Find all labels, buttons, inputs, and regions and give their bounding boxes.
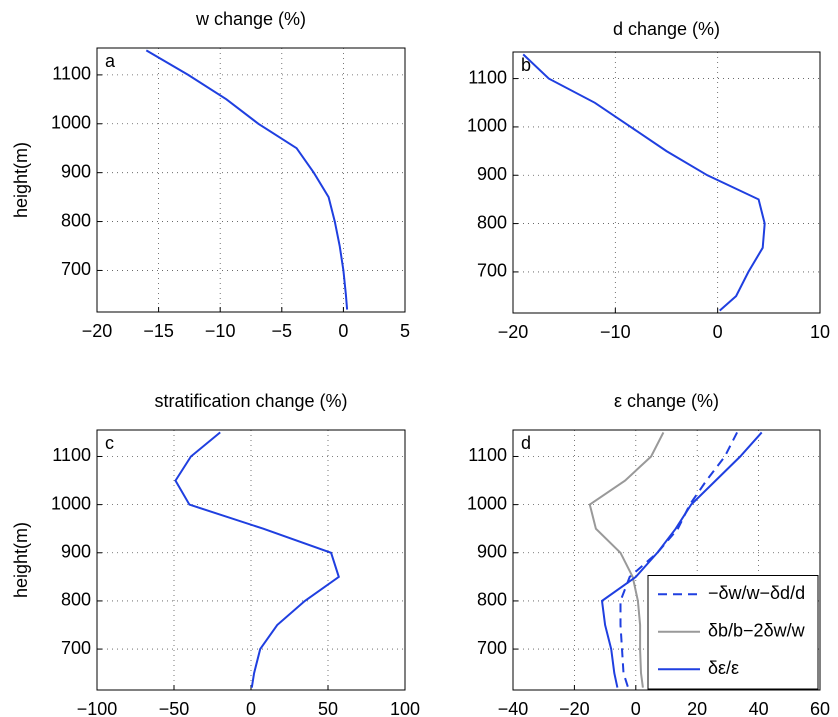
y-tick-label: 1000 bbox=[51, 493, 91, 513]
legend-label: δb/b−2δw/w bbox=[708, 621, 806, 641]
y-axis-label: height(m) bbox=[11, 522, 31, 598]
y-tick-label: 1100 bbox=[52, 64, 91, 84]
y-tick-label: 800 bbox=[61, 210, 91, 230]
y-tick-label: 1100 bbox=[468, 445, 507, 465]
plot-frame bbox=[96, 429, 406, 691]
panel-label: c bbox=[105, 433, 114, 453]
panel-label: b bbox=[521, 55, 531, 75]
data-line bbox=[522, 53, 766, 312]
panel-label: a bbox=[105, 51, 116, 71]
legend: −δw/w−δd/d δb/b−2δw/w δε/ε bbox=[647, 575, 819, 690]
data-line bbox=[145, 49, 349, 310]
x-tick-label: 60 bbox=[810, 699, 830, 717]
data-line bbox=[588, 431, 665, 688]
data-line bbox=[600, 431, 763, 688]
x-tick-label: 40 bbox=[749, 699, 769, 717]
x-tick-label: −20 bbox=[559, 699, 590, 717]
data-line bbox=[619, 431, 738, 688]
legend-label: −δw/w−δd/d bbox=[708, 583, 805, 603]
x-tick-label: 0 bbox=[631, 699, 641, 717]
panel-title: d change (%) bbox=[613, 19, 720, 39]
y-tick-label: 1100 bbox=[468, 67, 507, 87]
x-tick-label: −100 bbox=[77, 699, 118, 717]
y-tick-label: 1000 bbox=[467, 116, 507, 136]
x-tick-label: −10 bbox=[205, 321, 236, 341]
x-tick-label: 10 bbox=[810, 322, 830, 342]
panel: ε change (%) −40 −20 0 20 40 60 700 800 900 1000 11… bbox=[467, 391, 830, 717]
y-tick-label: 900 bbox=[61, 161, 91, 181]
y-tick-label: 1000 bbox=[51, 113, 91, 133]
y-tick-label: 900 bbox=[61, 542, 91, 562]
x-tick-label: −10 bbox=[600, 322, 631, 342]
x-tick-label: 0 bbox=[246, 699, 256, 717]
legend-label: δε/ε bbox=[708, 658, 739, 678]
x-tick-label: 50 bbox=[318, 699, 338, 717]
panel: stratification change (%) height(m) −100 −5… bbox=[11, 391, 420, 717]
x-tick-label: −5 bbox=[272, 321, 293, 341]
panel-label: d bbox=[521, 433, 531, 453]
y-tick-label: 800 bbox=[477, 590, 507, 610]
panel-title: stratification change (%) bbox=[154, 391, 347, 411]
y-tick-label: 800 bbox=[61, 590, 91, 610]
plot-frame bbox=[96, 47, 406, 313]
panel-title: ε change (%) bbox=[614, 391, 719, 411]
x-tick-label: −50 bbox=[159, 699, 190, 717]
plot-frame bbox=[512, 51, 821, 314]
x-tick-label: 0 bbox=[338, 321, 348, 341]
y-tick-label: 800 bbox=[477, 212, 507, 232]
panel: d change (%) −20 −10 0 10 700 800 900 1000 1100 b bbox=[467, 19, 830, 342]
panel-title: w change (%) bbox=[195, 9, 306, 29]
y-tick-label: 700 bbox=[61, 638, 91, 658]
data-line bbox=[174, 431, 340, 688]
y-axis-label: height(m) bbox=[11, 142, 31, 218]
y-tick-label: 1100 bbox=[52, 445, 91, 465]
x-tick-label: 20 bbox=[687, 699, 707, 717]
y-tick-label: 700 bbox=[477, 638, 507, 658]
x-tick-label: −20 bbox=[82, 321, 113, 341]
x-tick-label: −20 bbox=[498, 322, 529, 342]
panel: w change (%) height(m) −20 −15 −10 −5 0 5 700 800… bbox=[11, 9, 410, 341]
y-tick-label: 900 bbox=[477, 164, 507, 184]
x-tick-label: 5 bbox=[400, 321, 410, 341]
y-tick-label: 700 bbox=[477, 261, 507, 281]
x-tick-label: 0 bbox=[713, 322, 723, 342]
plot-frame bbox=[512, 429, 821, 691]
x-tick-label: −40 bbox=[498, 699, 529, 717]
y-tick-label: 1000 bbox=[467, 493, 507, 513]
x-tick-label: 100 bbox=[390, 699, 420, 717]
x-tick-label: −15 bbox=[143, 321, 174, 341]
y-tick-label: 900 bbox=[477, 542, 507, 562]
y-tick-label: 700 bbox=[61, 259, 91, 279]
